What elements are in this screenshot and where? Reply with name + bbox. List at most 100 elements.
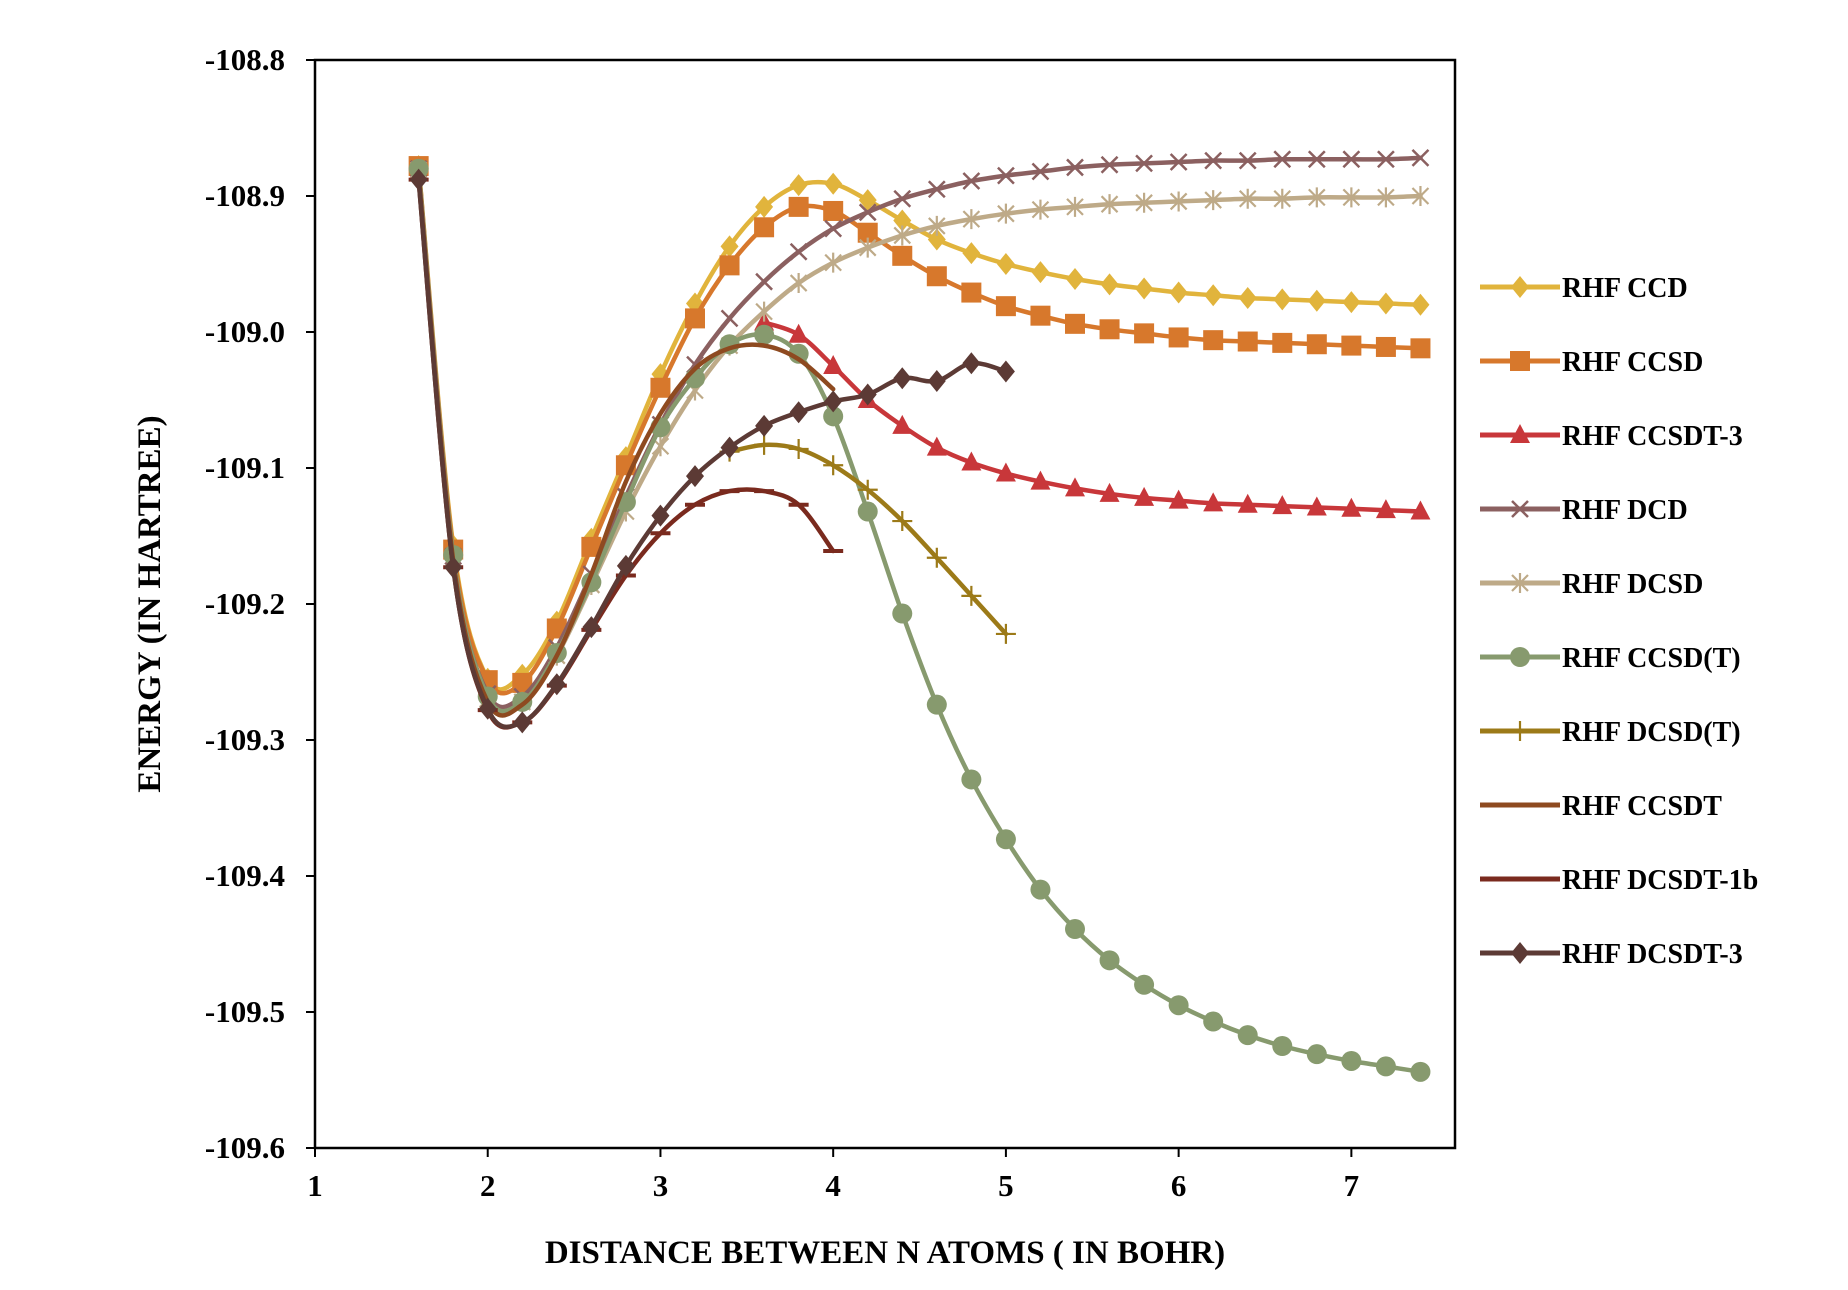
data-point bbox=[755, 414, 774, 437]
y-tick-label: -109.5 bbox=[205, 994, 285, 1029]
data-point bbox=[1030, 305, 1051, 326]
data-point bbox=[823, 355, 844, 374]
data-point bbox=[1030, 470, 1051, 490]
data-point bbox=[685, 308, 705, 329]
data-point bbox=[1273, 288, 1292, 311]
legend-item: RHF CCD bbox=[1480, 273, 1688, 304]
data-point bbox=[962, 242, 981, 265]
data-point bbox=[857, 479, 878, 500]
data-point bbox=[1203, 1011, 1224, 1032]
data-point bbox=[1099, 950, 1120, 971]
data-point bbox=[1238, 287, 1257, 309]
legend-marker bbox=[1511, 573, 1529, 593]
data-point bbox=[1377, 187, 1395, 208]
legend-item: RHF DCSD(T) bbox=[1480, 717, 1741, 748]
series-rhf-dcsdt-3 bbox=[409, 168, 1015, 734]
data-point bbox=[1135, 192, 1153, 213]
data-point bbox=[788, 196, 809, 217]
data-point bbox=[1204, 284, 1223, 307]
data-point bbox=[857, 222, 878, 243]
data-point bbox=[1066, 267, 1084, 290]
data-point bbox=[1168, 995, 1189, 1016]
data-point bbox=[997, 203, 1015, 224]
data-point bbox=[409, 168, 428, 191]
data-point bbox=[1341, 1050, 1362, 1071]
series-layer bbox=[408, 149, 1431, 1082]
data-point bbox=[962, 209, 981, 230]
data-point bbox=[997, 166, 1015, 185]
legend-item: RHF CCSD(T) bbox=[1480, 643, 1741, 674]
data-point bbox=[962, 172, 981, 190]
x-axis-ticks: 1 2 3 4 5 6 7 bbox=[307, 1148, 1359, 1203]
data-point bbox=[1272, 332, 1293, 353]
data-point bbox=[892, 511, 913, 532]
data-point bbox=[961, 282, 982, 303]
data-point bbox=[1375, 336, 1396, 357]
data-point bbox=[1135, 277, 1154, 300]
data-point bbox=[1169, 191, 1188, 212]
data-point bbox=[1169, 281, 1188, 304]
data-point bbox=[1169, 153, 1188, 171]
data-point bbox=[720, 309, 739, 328]
data-point bbox=[616, 554, 635, 577]
data-point bbox=[720, 436, 739, 459]
legend-marker bbox=[1511, 276, 1529, 298]
data-point bbox=[1168, 327, 1189, 348]
data-point bbox=[686, 465, 704, 488]
data-point bbox=[1204, 190, 1222, 211]
legend-marker bbox=[1510, 351, 1530, 371]
data-point bbox=[858, 203, 877, 222]
legend-label: RHF DCD bbox=[1562, 495, 1688, 526]
series-rhf-ccsd bbox=[408, 156, 1431, 696]
data-point bbox=[858, 237, 877, 258]
data-point bbox=[1030, 879, 1051, 900]
data-point bbox=[995, 623, 1016, 644]
legend-label: RHF DCSDT-1b bbox=[1562, 865, 1758, 896]
x-tick-label: 7 bbox=[1344, 1168, 1360, 1203]
data-point bbox=[1100, 273, 1119, 296]
data-point bbox=[1375, 499, 1396, 519]
legend-marker bbox=[1510, 721, 1530, 741]
data-point bbox=[720, 235, 739, 258]
legend-marker bbox=[1510, 424, 1530, 443]
data-point bbox=[444, 556, 463, 579]
data-point bbox=[1410, 1061, 1431, 1082]
data-point bbox=[1100, 194, 1119, 215]
data-point bbox=[754, 217, 775, 238]
data-point bbox=[892, 414, 913, 434]
y-tick-label: -109.6 bbox=[205, 1130, 285, 1165]
data-point bbox=[1031, 199, 1050, 220]
data-point bbox=[927, 180, 946, 199]
legend-item: RHF CCSDT bbox=[1480, 791, 1722, 822]
data-point bbox=[996, 253, 1015, 275]
data-point bbox=[961, 451, 982, 471]
data-point bbox=[547, 673, 566, 696]
data-point bbox=[996, 360, 1015, 383]
data-point bbox=[1237, 331, 1258, 352]
x-tick-label: 3 bbox=[653, 1168, 669, 1203]
x-axis-title: DISTANCE BETWEEN N ATOMS ( IN BOHR) bbox=[545, 1235, 1225, 1271]
data-point bbox=[1273, 150, 1292, 169]
x-tick-label: 6 bbox=[1171, 1168, 1187, 1203]
data-point bbox=[1065, 477, 1085, 497]
data-point bbox=[1031, 162, 1050, 181]
data-point bbox=[1306, 496, 1327, 516]
data-point bbox=[893, 367, 912, 390]
data-point bbox=[1342, 150, 1361, 169]
legend-label: RHF CCSD bbox=[1562, 347, 1703, 378]
x-tick-label: 4 bbox=[825, 1168, 841, 1203]
legend-label: RHF CCSDT bbox=[1562, 791, 1722, 822]
legend-label: RHF CCSDT-3 bbox=[1562, 421, 1743, 452]
data-point bbox=[1237, 1025, 1258, 1046]
data-point bbox=[512, 672, 533, 693]
data-point bbox=[1031, 261, 1050, 284]
data-point bbox=[926, 547, 947, 568]
data-point bbox=[478, 697, 497, 720]
data-point bbox=[1203, 492, 1224, 512]
data-point bbox=[513, 711, 532, 734]
data-point bbox=[754, 434, 775, 455]
data-point bbox=[1237, 493, 1258, 513]
data-point bbox=[651, 504, 670, 527]
data-point bbox=[1066, 196, 1084, 217]
legend-marker bbox=[1511, 942, 1529, 964]
